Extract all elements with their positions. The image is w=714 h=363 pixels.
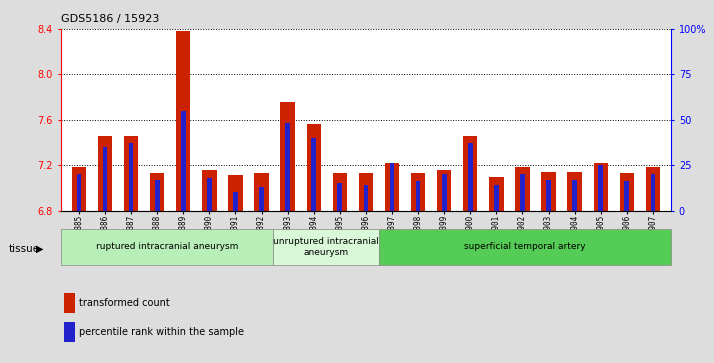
Bar	[520, 174, 525, 211]
Bar	[358, 173, 373, 211]
Bar	[207, 178, 212, 211]
Bar	[72, 167, 86, 211]
Text: transformed count: transformed count	[79, 298, 169, 308]
Bar	[379, 229, 671, 265]
Bar	[546, 180, 551, 211]
Bar	[155, 180, 159, 211]
Bar	[494, 185, 498, 211]
Bar	[124, 136, 139, 211]
Bar	[259, 187, 264, 211]
Bar	[150, 173, 164, 211]
Bar	[129, 143, 134, 211]
Text: tissue: tissue	[9, 244, 40, 254]
Bar	[254, 173, 268, 211]
Bar	[385, 163, 399, 211]
Bar	[573, 180, 577, 211]
Bar	[437, 170, 451, 211]
Bar	[98, 136, 112, 211]
Bar	[233, 192, 238, 211]
Bar	[463, 136, 478, 211]
Bar	[228, 175, 243, 211]
Text: ▶: ▶	[36, 244, 43, 254]
Bar	[489, 176, 503, 211]
Bar	[286, 123, 290, 211]
Bar	[76, 174, 81, 211]
Bar	[281, 102, 295, 211]
Bar	[516, 167, 530, 211]
Bar	[390, 163, 394, 211]
Bar	[645, 167, 660, 211]
Bar	[363, 185, 368, 211]
Bar	[416, 182, 421, 211]
Bar	[311, 138, 316, 211]
Text: unruptured intracranial
aneurysm: unruptured intracranial aneurysm	[273, 237, 379, 257]
Bar	[598, 165, 603, 211]
Bar	[273, 229, 379, 265]
Text: percentile rank within the sample: percentile rank within the sample	[79, 327, 243, 337]
Bar	[181, 111, 186, 211]
Bar	[64, 322, 75, 342]
Bar	[650, 174, 655, 211]
Bar	[176, 31, 191, 211]
Bar	[61, 229, 273, 265]
Bar	[442, 174, 446, 211]
Bar	[202, 170, 216, 211]
Bar	[541, 172, 555, 211]
Bar	[103, 147, 107, 211]
Bar	[411, 173, 426, 211]
Text: GDS5186 / 15923: GDS5186 / 15923	[61, 13, 159, 24]
Bar	[620, 173, 634, 211]
Bar	[333, 173, 347, 211]
Text: superficial temporal artery: superficial temporal artery	[464, 242, 586, 251]
Bar	[64, 293, 75, 313]
Bar	[593, 163, 608, 211]
Bar	[338, 183, 342, 211]
Bar	[625, 182, 629, 211]
Bar	[468, 143, 473, 211]
Bar	[568, 172, 582, 211]
Text: ruptured intracranial aneurysm: ruptured intracranial aneurysm	[96, 242, 238, 251]
Bar	[306, 125, 321, 211]
